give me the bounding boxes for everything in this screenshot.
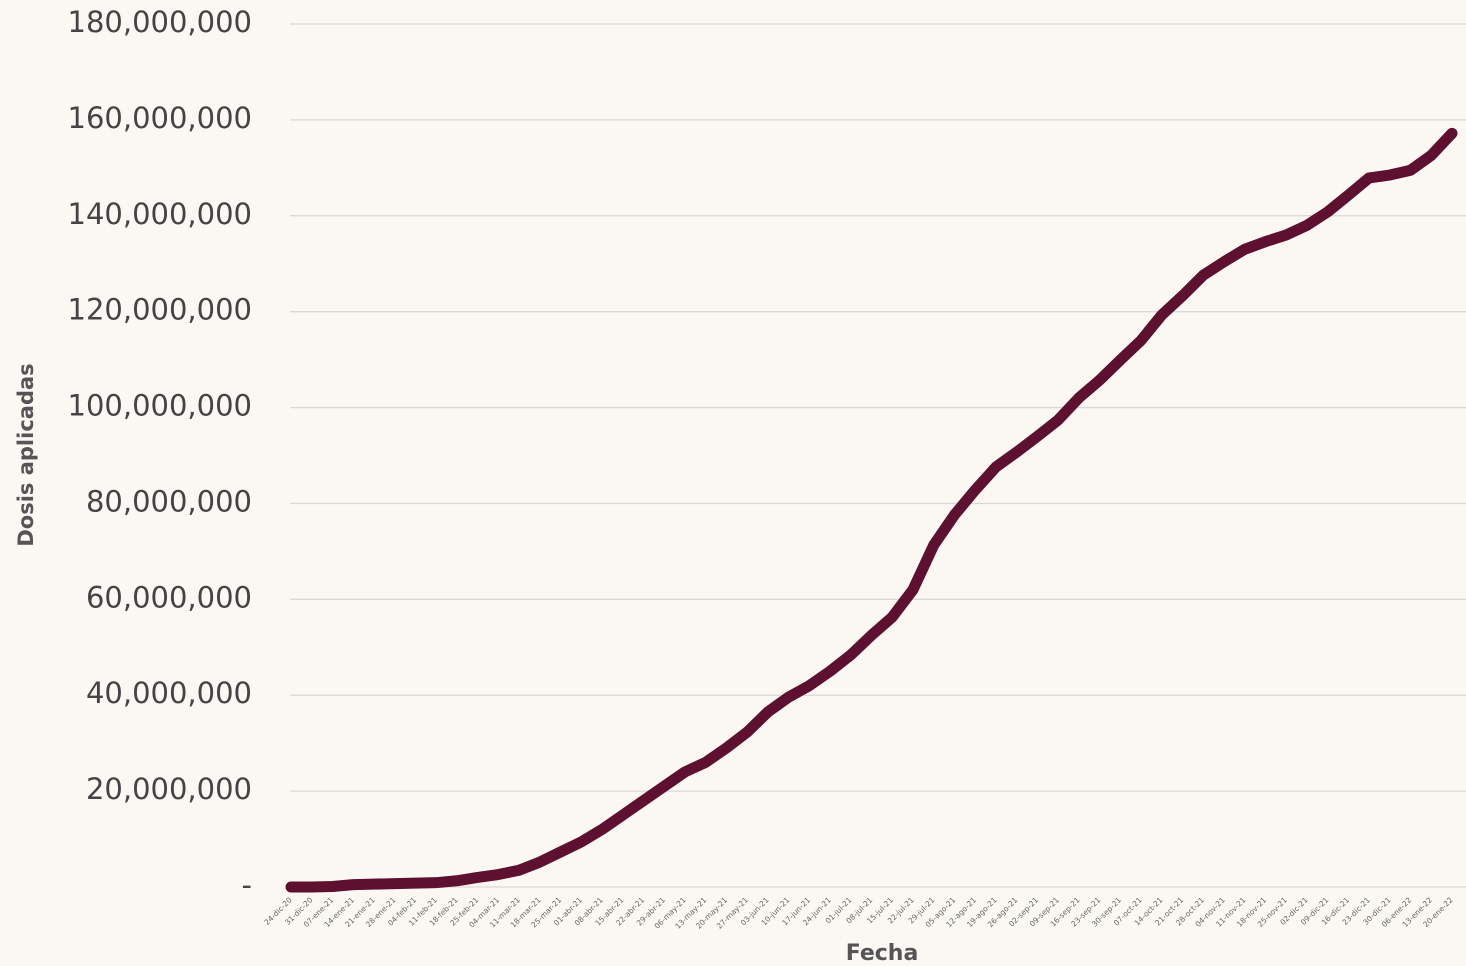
- y-tick-label: 100,000,000: [68, 389, 253, 423]
- data-line: [285, 127, 1458, 893]
- y-tick-label: 180,000,000: [68, 5, 253, 39]
- y-tick-label: 20,000,000: [86, 772, 252, 806]
- y-tick-label: 40,000,000: [86, 676, 252, 710]
- y-tick-label: 120,000,000: [68, 293, 253, 327]
- x-axis-label: Fecha: [846, 941, 919, 966]
- y-tick-label: 140,000,000: [68, 197, 253, 231]
- y-tick-label: 160,000,000: [68, 101, 253, 135]
- y-tick-label: -: [242, 868, 252, 902]
- y-tick-label: 60,000,000: [86, 580, 252, 614]
- y-tick-label: 80,000,000: [86, 484, 252, 518]
- y-axis-label: Dosis aplicadas: [14, 363, 38, 546]
